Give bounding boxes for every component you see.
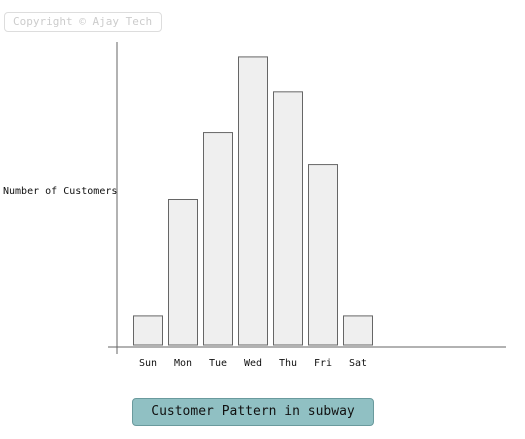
bar-wed xyxy=(238,56,268,346)
x-tick-label-tue: Tue xyxy=(209,358,227,369)
bar-thu xyxy=(273,91,303,346)
x-tick-label-sat: Sat xyxy=(349,358,367,369)
x-tick-label-fri: Fri xyxy=(314,358,332,369)
chart-title: Customer Pattern in subway xyxy=(132,398,374,426)
x-tick-label-sun: Sun xyxy=(139,358,157,369)
x-tick-label-wed: Wed xyxy=(244,358,262,369)
bar-sun xyxy=(133,315,163,346)
bar-tue xyxy=(203,132,233,346)
x-tick-label-thu: Thu xyxy=(279,358,297,369)
y-axis-label: Number of Customers xyxy=(3,186,117,197)
copyright-watermark: Copyright © Ajay Tech xyxy=(4,12,162,32)
x-tick-label-mon: Mon xyxy=(174,358,192,369)
bar-mon xyxy=(168,199,198,346)
bar-sat xyxy=(343,315,373,346)
bar-fri xyxy=(308,164,338,346)
